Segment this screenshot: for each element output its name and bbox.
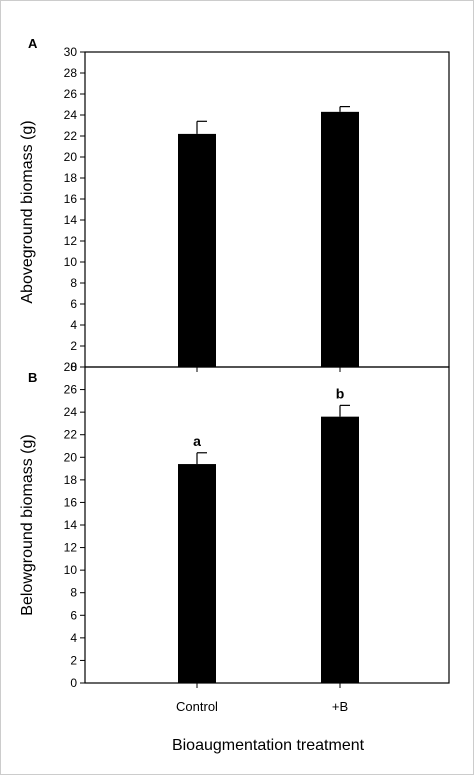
panel-a-y-tick-label: 20 [64, 150, 78, 164]
panel-b-y-tick-label: 20 [64, 450, 78, 464]
panel-a-y-tick-label: 12 [64, 234, 78, 248]
panel-b-y-tick-label: 4 [70, 631, 77, 645]
panel-b-y-tick-label: 6 [70, 608, 77, 622]
panel-b-significance-label-1: a [193, 433, 201, 449]
panel-b-y-tick-label: 28 [64, 360, 78, 374]
panel-a-y-tick-label: 10 [64, 255, 78, 269]
panel-a-bars [178, 105, 359, 367]
panel-b-y-tick-label: 2 [70, 653, 77, 667]
panel-b-bars: ab [178, 385, 359, 683]
x-axis-title: Bioaugmentation treatment [172, 737, 365, 754]
panel-b-y-tick-label: 26 [64, 383, 78, 397]
panel-b-y-tick-label: 18 [64, 473, 78, 487]
panel-a-y-tick-label: 26 [64, 87, 78, 101]
panel-a-y-tick-label: 0 [70, 360, 77, 374]
panel-a-y-tick-label: 22 [64, 129, 78, 143]
panel-b-x-ticks: Control +B [176, 699, 348, 714]
panel-b-y-tick-label: 10 [64, 563, 78, 577]
panel-b-y-tick-label: 14 [64, 518, 78, 532]
panel-a-bar-1 [178, 133, 216, 367]
panel-b-y-tick-label: 0 [70, 676, 77, 690]
x-tick-label-2: +B [332, 699, 348, 714]
panel-a-y-tick-label: 24 [64, 108, 78, 122]
panel-b-frame [84, 366, 450, 684]
panel-b-y-tick-label: 24 [64, 405, 78, 419]
panel-a-y-tick-label: 16 [64, 192, 78, 206]
panel-a-y-tick-label: 6 [70, 297, 77, 311]
panel-a-y-tick-label: 2 [70, 339, 77, 353]
panel-b-significance-label-2: b [336, 385, 345, 401]
panel-b-bar-1 [178, 464, 216, 683]
panel-a-y-tick-label: 18 [64, 171, 78, 185]
panel-b-y-axis-title: Belowground biomass (g) [19, 434, 36, 615]
panel-b-y-tick-label: 12 [64, 541, 78, 555]
panel-a-y-tick-label: 8 [70, 276, 77, 290]
panel-a-y-tick-label: 30 [64, 45, 78, 59]
panel-a-y-tick-label: 14 [64, 213, 78, 227]
panel-b-label: B [28, 370, 37, 385]
panel-a-bar-2 [321, 111, 359, 367]
panel-b-y-tick-label: 16 [64, 495, 78, 509]
panel-b-bar-2 [321, 416, 359, 683]
x-tick-label-1: Control [176, 699, 218, 714]
panel-b-y-tick-label: 22 [64, 428, 78, 442]
panel-a-y-axis-title: Aboveground biomass (g) [19, 120, 36, 303]
panel-a-label: A [28, 36, 38, 51]
panel-a-y-tick-label: 4 [70, 318, 77, 332]
panel-a-frame [84, 51, 450, 368]
panel-a-y-tick-label: 28 [64, 66, 78, 80]
panel-b-y-tick-label: 8 [70, 586, 77, 600]
